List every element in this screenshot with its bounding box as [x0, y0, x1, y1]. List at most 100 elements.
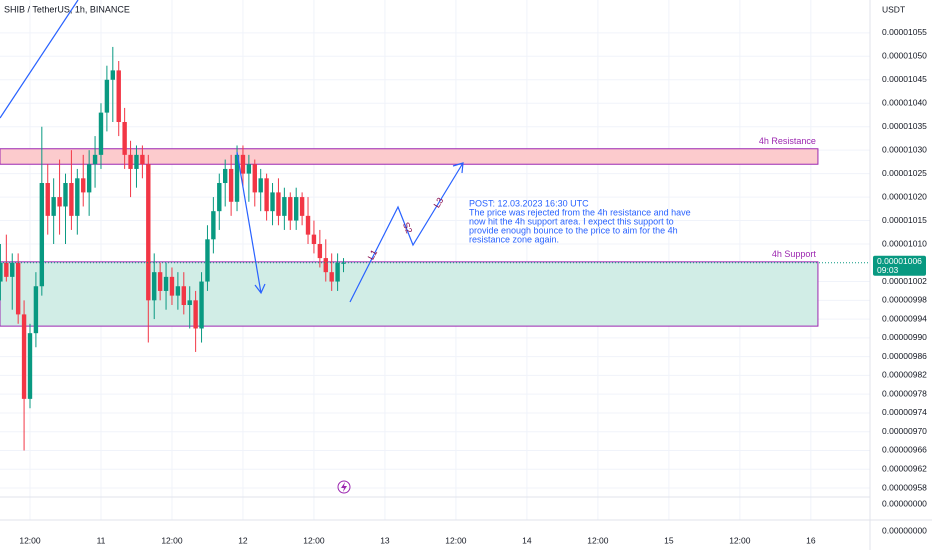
candle-body: [217, 183, 222, 212]
y-tick-label: 0.00000978: [882, 388, 927, 398]
candle-body: [211, 211, 216, 240]
candle-body: [329, 272, 334, 282]
y-tick-label: 0.00001040: [882, 97, 927, 107]
candle-body: [116, 70, 121, 123]
chart-title: SHIB / TetherUS, 1h, BINANCE: [4, 4, 130, 14]
y-tick-label: 0.00001020: [882, 191, 927, 201]
y-tick-label: 0.00000982: [882, 370, 927, 380]
candle-body: [305, 215, 311, 235]
candle-body: [0, 262, 3, 282]
trend-line: [0, 0, 79, 119]
y-tick-label: 0.00000962: [882, 464, 927, 474]
candle-body: [33, 286, 39, 334]
y-tick-label: 0.00000958: [882, 482, 927, 492]
candle-body: [299, 197, 305, 216]
drop-arrow: [236, 151, 266, 295]
candle-body: [51, 197, 56, 216]
candle-body: [187, 300, 192, 306]
event-icon-bolt: [341, 482, 347, 492]
candle-body: [86, 164, 92, 193]
y-tick-label: 0.00000970: [882, 426, 927, 436]
lower-pane-label: 0.00000000: [882, 498, 927, 508]
candle-body: [341, 262, 346, 264]
candle-body: [157, 272, 163, 291]
candle-body: [252, 164, 257, 193]
candle-body: [193, 300, 198, 329]
lower-pane-label: 0.00000000: [882, 525, 927, 535]
event-icon[interactable]: [337, 480, 351, 494]
candle-body: [234, 154, 240, 202]
candle-body: [104, 79, 110, 113]
candle-body: [282, 197, 287, 216]
candles: [0, 46, 346, 451]
candle-body: [81, 178, 86, 193]
axes: 0.00001055 0.00001050 0.00001045 0.00001040…: [0, 27, 927, 545]
zones: 4h Resistance 4h Support: [0, 136, 819, 327]
candle-body: [317, 244, 323, 259]
y-tick-label: 0.00001030: [882, 144, 927, 154]
y-tick-label: 0.00000986: [882, 351, 927, 361]
x-tick-label: 12:00: [445, 535, 467, 545]
candle-body: [175, 286, 181, 296]
note-line: The price was rejected from the 4h resis…: [469, 207, 691, 217]
candle-body: [288, 197, 293, 221]
candle-body: [311, 234, 317, 245]
candle-body: [276, 192, 281, 216]
y-tick-label: 0.00000994: [882, 313, 927, 323]
y-tick-label: 0.00001055: [882, 27, 927, 37]
x-tick-label: 12:00: [303, 535, 325, 545]
candle-body: [205, 239, 210, 282]
zone: [0, 148, 819, 165]
candle-body: [199, 281, 204, 329]
y-tick-label: 0.00001015: [882, 215, 927, 225]
zone-label: 4h Support: [772, 249, 817, 259]
candle-body: [21, 314, 27, 399]
x-tick-label: 12:00: [587, 535, 609, 545]
candle-body: [146, 164, 151, 301]
y-tick-label: 0.00000974: [882, 407, 927, 417]
candle-body: [69, 183, 74, 216]
candle-body: [27, 333, 33, 399]
candle-body: [228, 168, 234, 202]
countdown: 09:03: [877, 265, 899, 275]
candle-body: [293, 197, 299, 221]
candle-body: [240, 154, 246, 174]
y-tick-label: 0.00001050: [882, 51, 927, 61]
y-tick-label: 0.00000998: [882, 295, 927, 305]
candle-body: [128, 154, 133, 169]
x-tick-label: 12:00: [729, 535, 751, 545]
zone: [0, 261, 819, 327]
candle-body: [323, 258, 328, 273]
y-tick-label: 0.00001010: [882, 238, 927, 248]
note-line: provide enough bounce to the price to ai…: [469, 225, 678, 235]
y-tick-label: 0.00001025: [882, 168, 927, 178]
candle-body: [75, 178, 80, 216]
x-tick-label: 14: [522, 535, 532, 545]
x-tick-label: 11: [97, 535, 106, 545]
wave-label: L3: [432, 196, 446, 210]
candle-body: [63, 183, 68, 207]
candle-body: [335, 262, 340, 282]
candle-body: [15, 262, 21, 315]
x-tick-label: 12:00: [19, 535, 41, 545]
note-line: now hit the 4h support area. I expect th…: [469, 216, 674, 226]
y-tick-label: 0.00001002: [882, 276, 927, 286]
note-heading: POST: 12.03.2023 16:30 UTC: [469, 198, 589, 208]
x-tick-label: 15: [664, 535, 674, 545]
last-price-label: 0.00001006: [877, 256, 922, 266]
x-tick-label: 13: [380, 535, 390, 545]
candle-body: [264, 178, 269, 212]
candle-body: [223, 168, 228, 184]
candle-body: [169, 276, 175, 296]
candle-body: [98, 112, 104, 155]
y-tick-label: 0.00000966: [882, 445, 927, 455]
candle-body: [10, 262, 15, 277]
last-price-box: [873, 255, 926, 276]
zone-label: 4h Resistance: [759, 136, 816, 146]
candle-body: [4, 262, 9, 277]
currency: USDT: [882, 4, 905, 14]
candle-body: [110, 70, 116, 80]
candle-body: [122, 122, 127, 155]
candle-body: [134, 154, 139, 169]
